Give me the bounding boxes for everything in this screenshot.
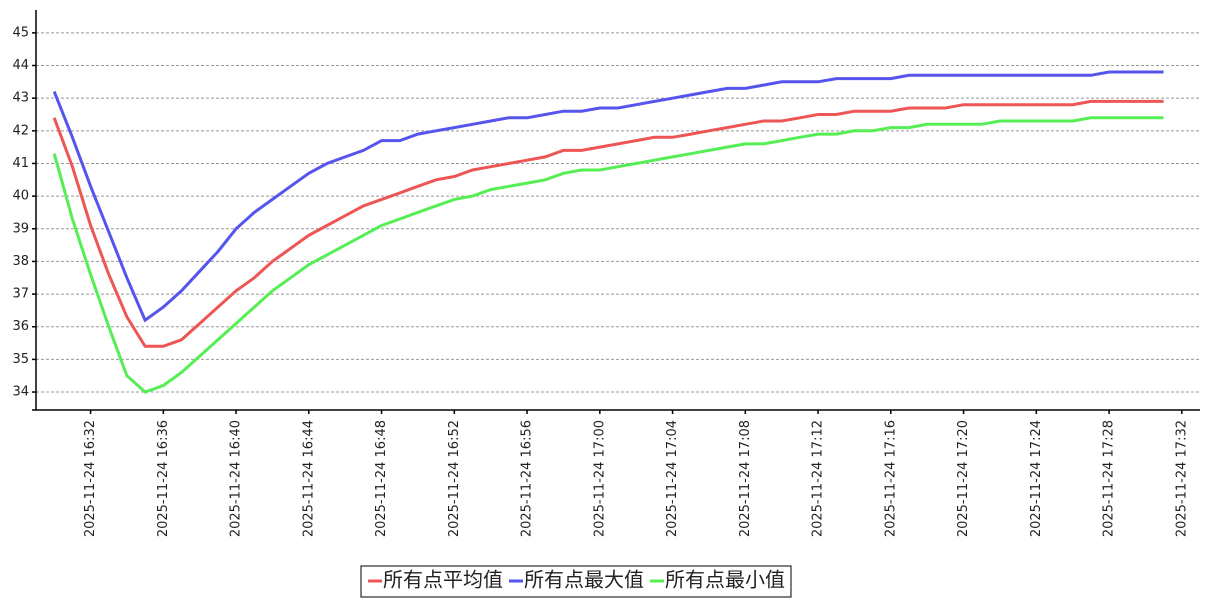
y-tick-label: 34 — [12, 385, 29, 400]
y-tick-label: 42 — [12, 123, 29, 138]
x-tick-label: 2025-11-24 16:48 — [374, 420, 389, 537]
x-tick-label: 2025-11-24 17:00 — [592, 420, 607, 537]
y-tick-label: 35 — [12, 352, 29, 367]
x-tick-label: 2025-11-24 17:24 — [1029, 420, 1044, 537]
series-line — [52, 99, 1164, 348]
y-tick-label: 36 — [12, 319, 29, 334]
x-tick-label: 2025-11-24 17:08 — [738, 420, 753, 537]
x-tick-label: 2025-11-24 16:32 — [83, 420, 98, 537]
legend: 所有点平均值 所有点最大值 所有点最小值 — [360, 565, 792, 598]
x-tick-label: 2025-11-24 16:36 — [156, 420, 171, 537]
legend-label: 所有点最小值 — [665, 568, 785, 592]
x-tick-label: 2025-11-24 17:04 — [665, 420, 680, 537]
x-tick-label: 2025-11-24 17:28 — [1102, 420, 1117, 537]
y-tick-label: 41 — [12, 156, 29, 171]
x-tick-label: 2025-11-24 17:32 — [1174, 420, 1189, 537]
x-tick-label: 2025-11-24 16:40 — [229, 420, 244, 537]
y-tick-label: 40 — [12, 189, 29, 204]
x-tick-label: 2025-11-24 17:20 — [956, 420, 971, 537]
y-tick-label: 39 — [12, 221, 29, 236]
legend-label: 所有点平均值 — [383, 568, 503, 592]
series-line — [52, 116, 1164, 394]
x-tick-label: 2025-11-24 16:56 — [520, 420, 535, 537]
x-tick-label: 2025-11-24 16:44 — [301, 420, 316, 537]
legend-box — [360, 565, 792, 598]
x-tick-label: 2025-11-24 17:12 — [811, 420, 826, 537]
x-tick-label: 2025-11-24 16:52 — [447, 420, 462, 537]
y-tick-label: 44 — [12, 58, 29, 73]
y-tick-label: 38 — [12, 254, 29, 269]
series-line — [52, 70, 1164, 323]
y-tick-label: 43 — [12, 91, 29, 106]
y-tick-label: 45 — [12, 25, 29, 40]
legend-label: 所有点最大值 — [524, 568, 644, 592]
y-tick-label: 37 — [12, 287, 29, 302]
x-tick-label: 2025-11-24 17:16 — [883, 420, 898, 537]
